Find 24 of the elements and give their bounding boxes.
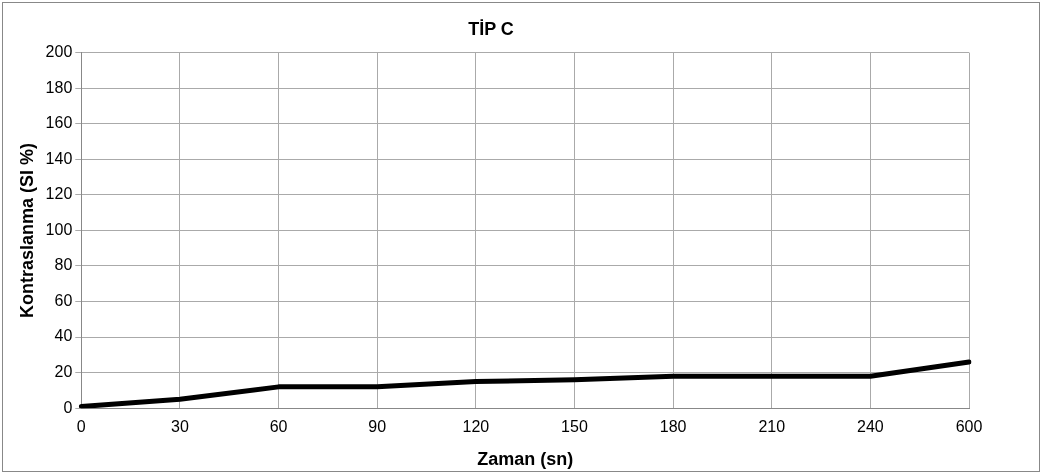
- y-tick-label: 0: [63, 398, 73, 416]
- y-axis-title: Kontraslanma (SI %): [16, 142, 37, 318]
- x-tick-label: 210: [758, 418, 786, 436]
- y-tick-label: 160: [45, 114, 73, 132]
- x-tick-label: 120: [462, 418, 490, 436]
- y-tick-label: 20: [54, 363, 73, 381]
- x-tick-label: 60: [269, 418, 288, 436]
- chart-title: TİP C: [468, 18, 514, 39]
- y-tick-label: 60: [54, 291, 73, 309]
- y-tick-label: 40: [54, 327, 73, 345]
- x-tick-label: 0: [76, 418, 86, 436]
- x-tick-label: 180: [659, 418, 687, 436]
- x-tick-label: 90: [368, 418, 387, 436]
- y-tick-label: 180: [45, 78, 73, 96]
- x-tick-label: 30: [171, 418, 189, 436]
- y-tick-label: 140: [45, 149, 73, 167]
- x-tick-label: 150: [561, 418, 588, 436]
- x-tick-label: 240: [857, 418, 884, 436]
- x-tick-label: 600: [955, 418, 983, 436]
- y-tick-label: 200: [45, 43, 73, 61]
- y-tick-label: 120: [45, 185, 73, 203]
- y-tick-label: 80: [54, 256, 73, 274]
- y-tick-label: 100: [45, 220, 73, 238]
- x-axis-title: Zaman (sn): [477, 449, 574, 470]
